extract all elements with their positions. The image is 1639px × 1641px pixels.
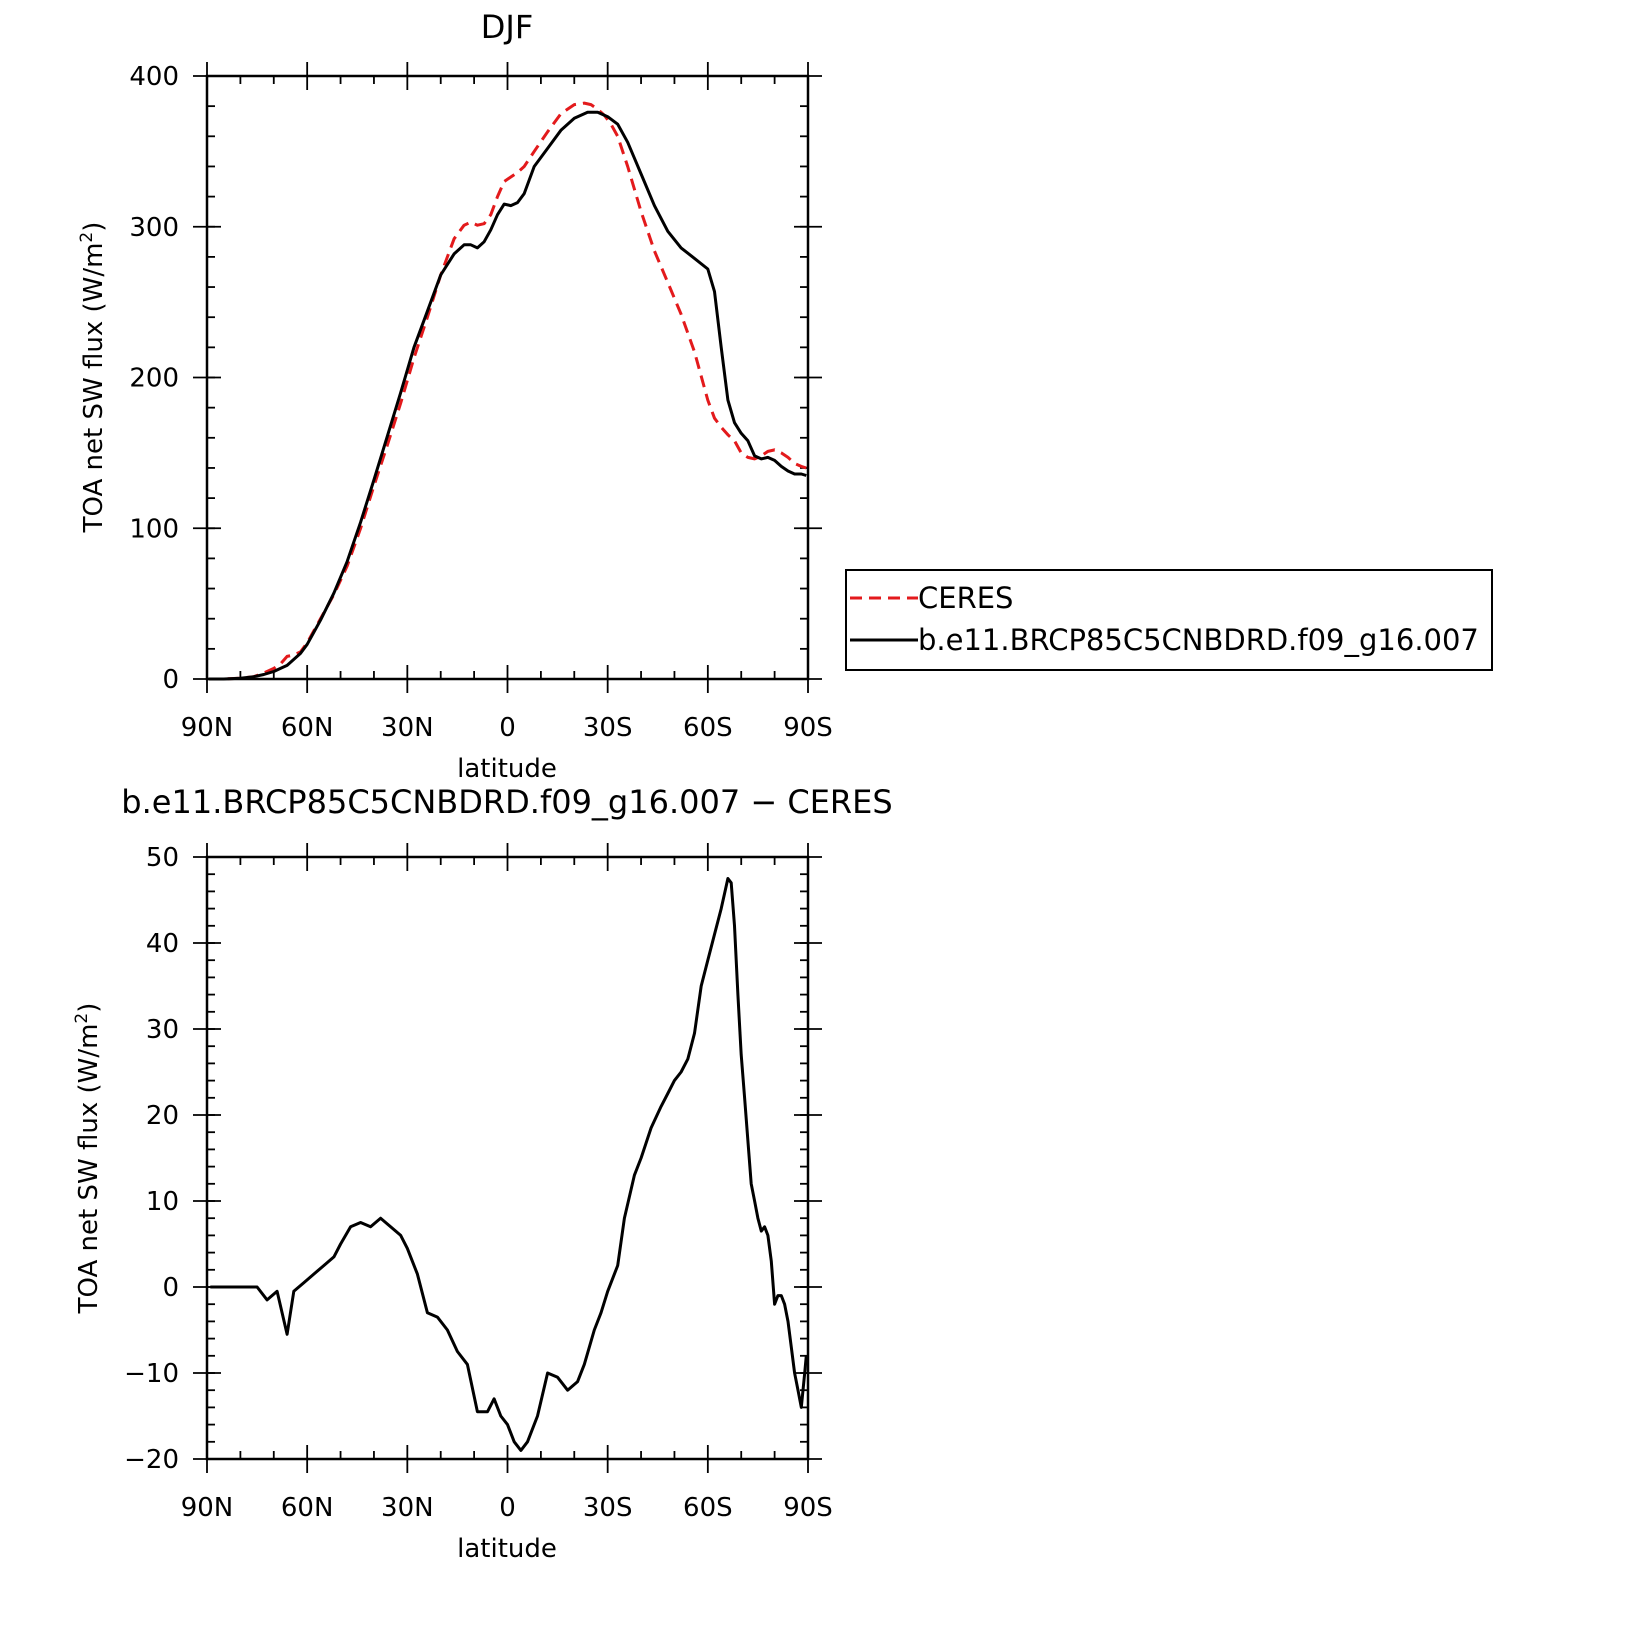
bottom-y-tick-label: 10 bbox=[146, 1187, 179, 1217]
top-x-tick-label: 90S bbox=[783, 713, 833, 743]
top-x-axis-label: latitude bbox=[457, 754, 557, 784]
bottom-y-tick-label: 20 bbox=[146, 1101, 179, 1131]
bottom-panel: b.e11.BRCP85C5CNBDRD.f09_g16.007 − CERES… bbox=[72, 783, 893, 1564]
bottom-plot-frame bbox=[205, 855, 810, 1461]
bottom-y-tick-label: 50 bbox=[146, 843, 179, 873]
bottom-x-tick-label: 30S bbox=[583, 1493, 633, 1523]
top-x-tick-label: 30N bbox=[381, 713, 434, 743]
bottom-x-tick-label: 60S bbox=[683, 1493, 733, 1523]
top-x-tick-label: 0 bbox=[499, 713, 516, 743]
bottom-x-tick-label: 90N bbox=[181, 1493, 234, 1523]
top-y-tick-label: 200 bbox=[129, 364, 179, 394]
top-y-tick-label: 100 bbox=[129, 514, 179, 544]
bottom-y-tick-label: −20 bbox=[124, 1445, 179, 1475]
top-y-tick-label: 300 bbox=[129, 213, 179, 243]
top-x-tick-label: 90N bbox=[181, 713, 234, 743]
top-y-axis-label: TOA net SW flux (W/m2) bbox=[77, 222, 109, 534]
bottom-y-axis-label: TOA net SW flux (W/m2) bbox=[72, 1003, 104, 1315]
top-series-line-0 bbox=[208, 101, 807, 681]
legend-box bbox=[845, 569, 1493, 671]
top-y-tick-label: 400 bbox=[129, 62, 179, 92]
bottom-y-tick-label: 0 bbox=[162, 1273, 179, 1303]
legend-label-model: b.e11.BRCP85C5CNBDRD.f09_g16.007 bbox=[918, 623, 1479, 657]
bottom-series-line-0 bbox=[210, 877, 808, 1452]
bottom-x-tick-label: 60N bbox=[281, 1493, 334, 1523]
top-x-tick-label: 60S bbox=[683, 713, 733, 743]
top-series-line-1 bbox=[208, 110, 807, 681]
bottom-y-tick-label: 30 bbox=[146, 1015, 179, 1045]
top-chart-title: DJF bbox=[481, 8, 533, 46]
bottom-x-tick-label: 30N bbox=[381, 1493, 434, 1523]
bottom-y-tick-label: 40 bbox=[146, 929, 179, 959]
bottom-y-tick-label: −10 bbox=[124, 1359, 179, 1389]
top-x-tick-label: 60N bbox=[281, 713, 334, 743]
legend: CERES b.e11.BRCP85C5CNBDRD.f09_g16.007 bbox=[845, 569, 1493, 671]
legend-label-ceres: CERES bbox=[918, 581, 1013, 615]
bottom-x-axis-label: latitude bbox=[457, 1534, 557, 1564]
bottom-x-tick-label: 0 bbox=[499, 1493, 516, 1523]
bottom-x-tick-label: 90S bbox=[783, 1493, 833, 1523]
top-x-tick-label: 30S bbox=[583, 713, 633, 743]
top-plot-frame bbox=[205, 74, 810, 681]
top-y-tick-label: 0 bbox=[162, 665, 179, 695]
top-panel: DJF 0 100 200 300 400 90N 60N 30N 0 30S 60S 90S lat… bbox=[77, 8, 833, 784]
bottom-chart-title: b.e11.BRCP85C5CNBDRD.f09_g16.007 − CERES bbox=[121, 783, 892, 821]
